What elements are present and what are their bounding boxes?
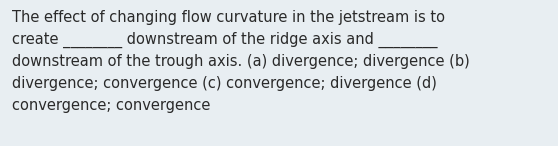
- Text: The effect of changing flow curvature in the jetstream is to: The effect of changing flow curvature in…: [12, 10, 445, 25]
- Text: convergence; convergence: convergence; convergence: [12, 98, 210, 113]
- Text: downstream of the trough axis. (a) divergence; divergence (b): downstream of the trough axis. (a) diver…: [12, 54, 470, 69]
- Text: divergence; convergence (c) convergence; divergence (d): divergence; convergence (c) convergence;…: [12, 76, 437, 91]
- Text: create ________ downstream of the ridge axis and ________: create ________ downstream of the ridge …: [12, 32, 437, 48]
